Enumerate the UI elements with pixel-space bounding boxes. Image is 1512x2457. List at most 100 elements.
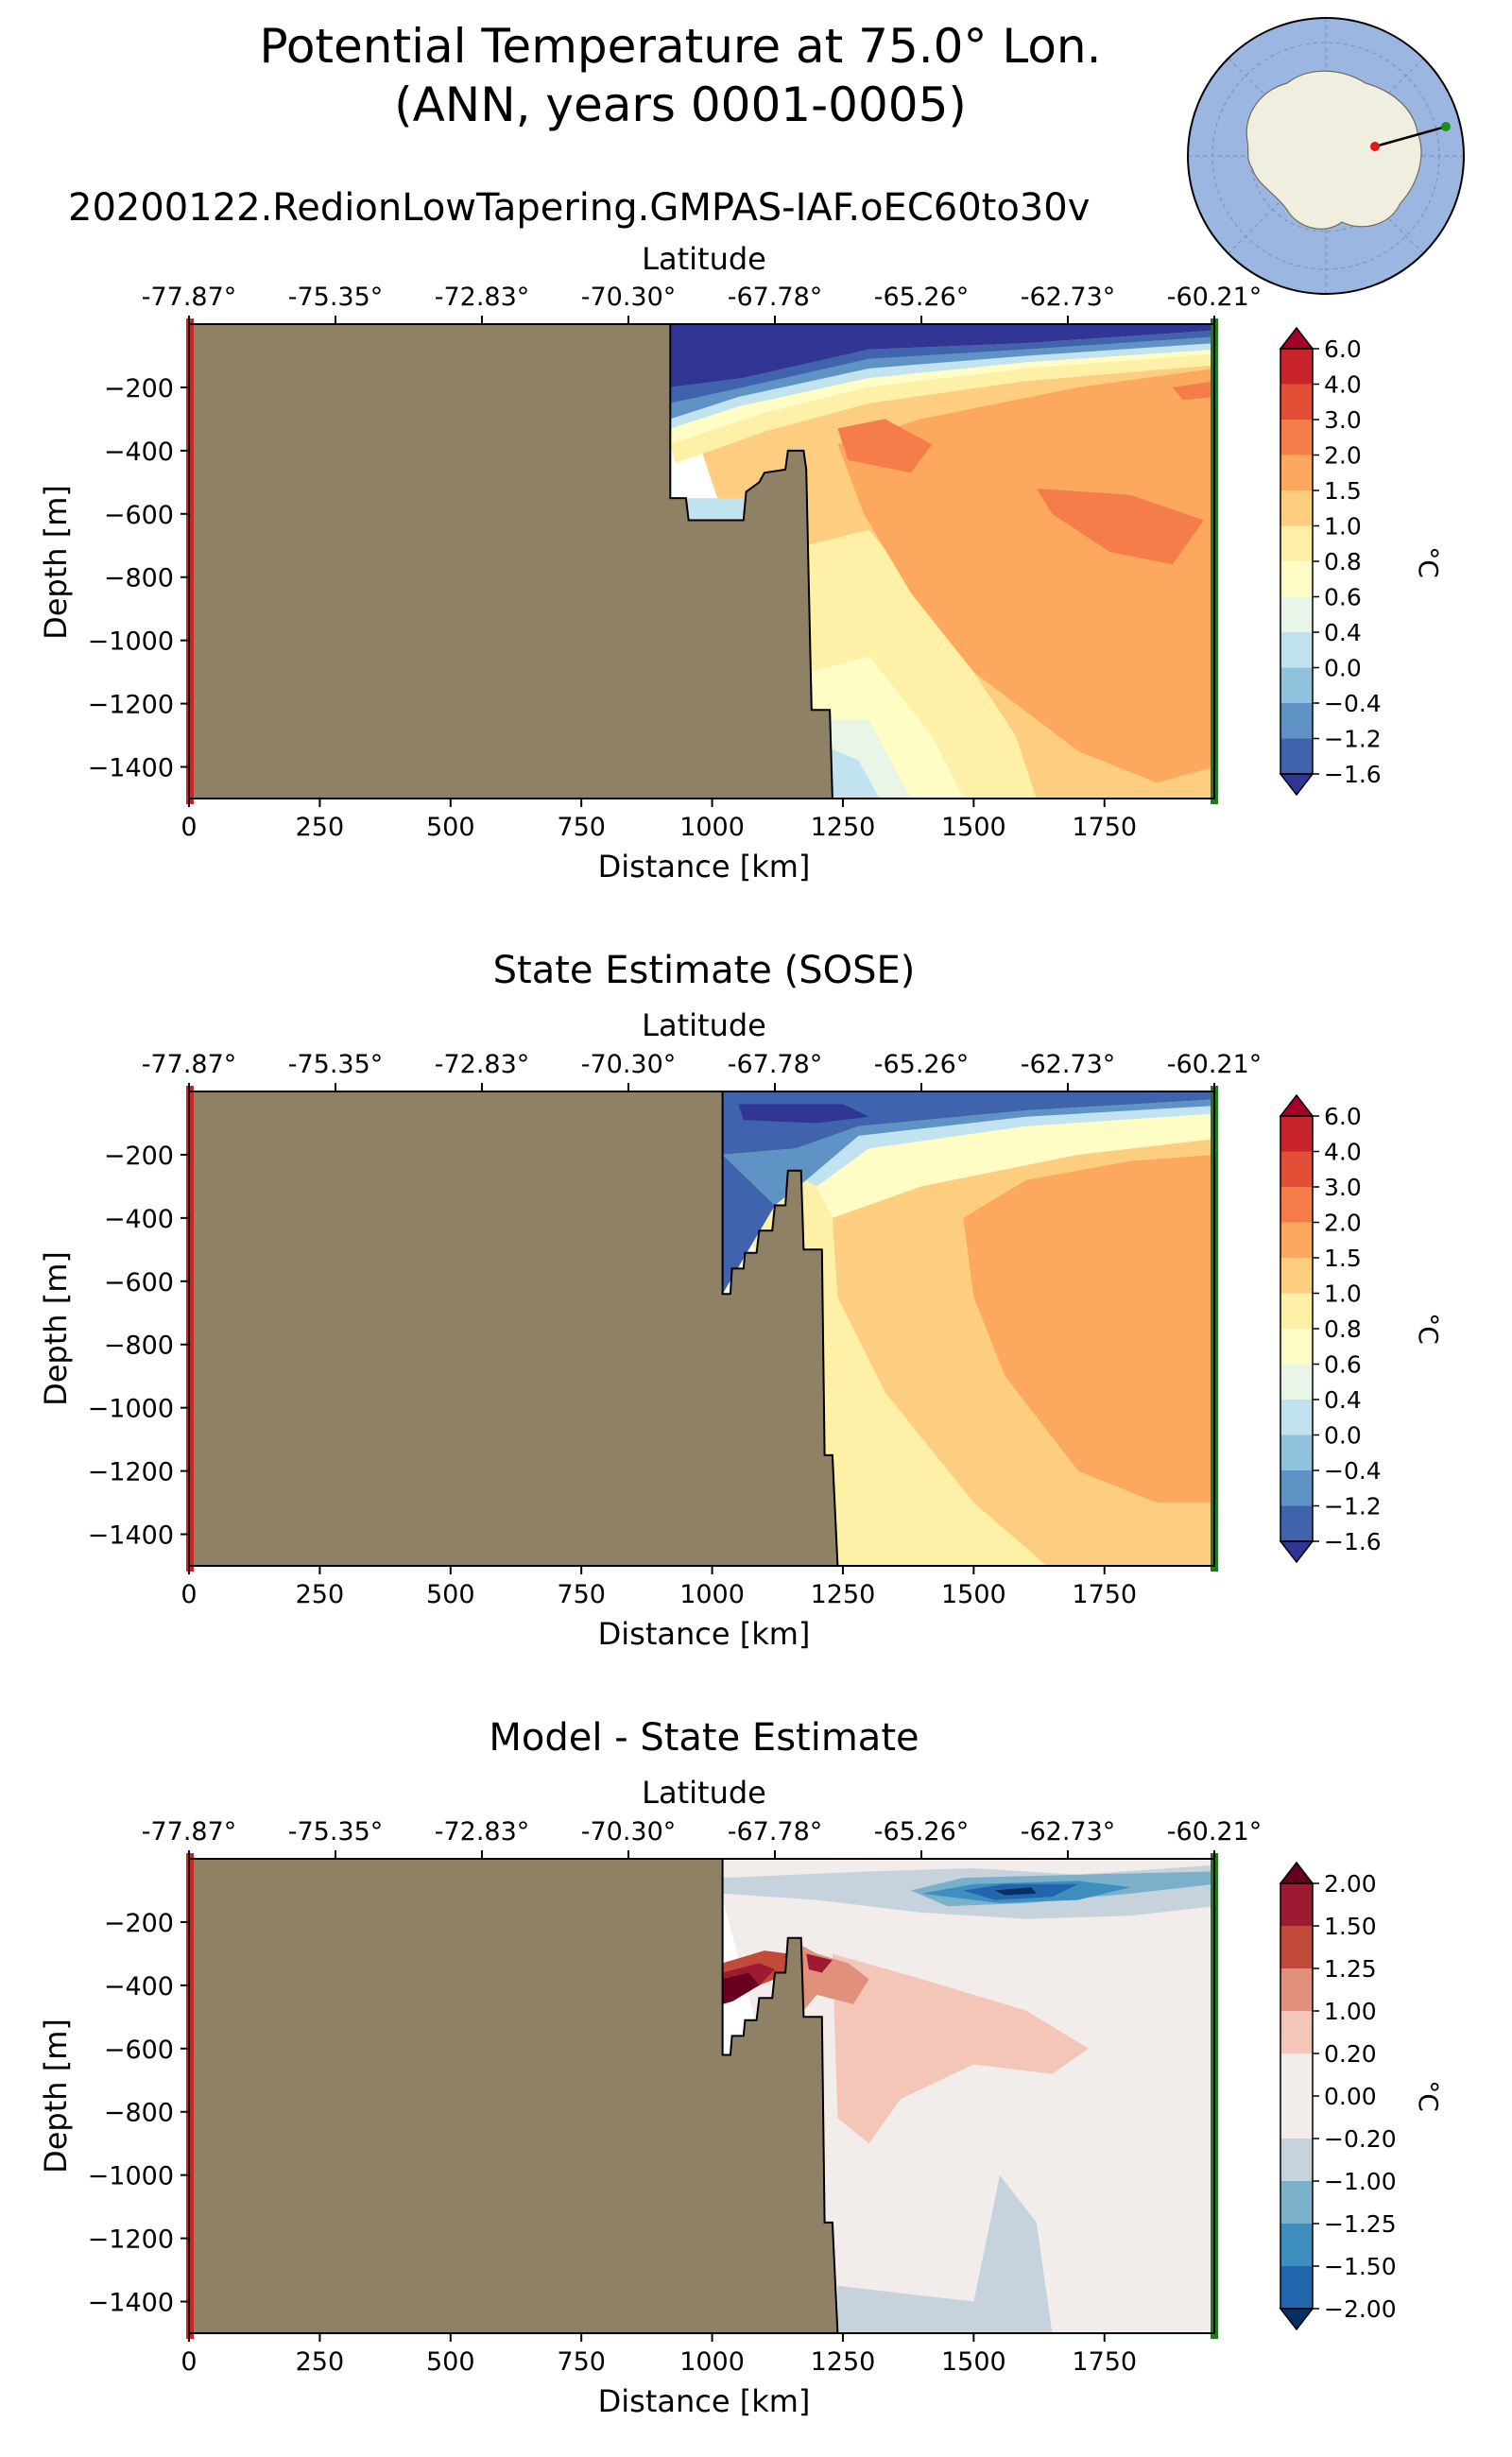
colorbar-tick-label: 0.00 — [1324, 2083, 1377, 2110]
colorbar-band — [1280, 490, 1313, 526]
land-mask — [189, 1091, 838, 1566]
contour-region-8 — [722, 1154, 775, 1295]
x-tick-label: 1250 — [811, 1580, 876, 1609]
colorbar-tick-label: 0.6 — [1324, 1351, 1362, 1379]
plot-frame — [188, 323, 1215, 799]
y-tick-label: −1400 — [88, 754, 174, 783]
colorbar-band — [1280, 1435, 1313, 1471]
contour-region-16 — [685, 498, 744, 521]
colorbar-band — [1280, 2266, 1313, 2310]
plot-area — [189, 1091, 1214, 1566]
colorbar-band — [1280, 2096, 1313, 2139]
y-axis-label: Depth [m] — [38, 485, 74, 640]
colorbar-band — [1280, 667, 1313, 704]
colorbar-tick-label: −1.00 — [1324, 2168, 1397, 2195]
colorbar-band — [1280, 2181, 1313, 2225]
colorbar-band — [1280, 2053, 1313, 2097]
colorbar-band — [1280, 1293, 1313, 1330]
panel-difference: Model - State Estimate Latitude 0 250 500 7… — [38, 1716, 1444, 2419]
colorbar-tick-label: −1.6 — [1324, 761, 1382, 788]
x-tick-label: 1750 — [1072, 813, 1137, 842]
colorbar-tick-label: 3.0 — [1324, 1174, 1362, 1201]
colorbar-extend-min — [1279, 2308, 1314, 2331]
y-tick-label: −200 — [104, 374, 174, 404]
inset-map — [1187, 17, 1465, 295]
colorbar-tick-label: 0.0 — [1324, 655, 1362, 682]
x-tick-label: 1750 — [1072, 1580, 1137, 1609]
y-tick-label: −1200 — [88, 691, 174, 720]
top-tick-label: -65.26° — [874, 1817, 970, 1847]
y-tick-label: −600 — [104, 501, 174, 530]
panel-state-estimate: State Estimate (SOSE) Latitude 0 250 500 75… — [38, 949, 1444, 1652]
top-tick-label: -60.21° — [1167, 1817, 1263, 1847]
colorbar-label: °C — [1413, 546, 1444, 578]
colorbar-tick-label: 0.20 — [1324, 2040, 1377, 2068]
colorbar-band — [1280, 561, 1313, 597]
colorbar-tick-label: 0.4 — [1324, 619, 1362, 646]
colorbar-tick-label: 2.0 — [1324, 442, 1362, 470]
colorbar-band — [1280, 1470, 1313, 1506]
colorbar-extend-max — [1279, 326, 1314, 350]
top-tick-label: -70.30° — [581, 1050, 677, 1079]
colorbar: 6.0 4.0 3.0 2.0 1.5 1.0 0.8 0.6 0.4 0.0 −0.4 −1.2 −1… — [1279, 326, 1382, 797]
x-tick-label: 1000 — [679, 813, 745, 842]
y-tick-label: −1200 — [88, 2225, 174, 2255]
x-axis-label: Distance [km] — [598, 849, 811, 885]
contour-region-7 — [837, 419, 933, 473]
top-axis-label: Latitude — [642, 1007, 766, 1043]
x-axis-label: Distance [km] — [598, 2383, 811, 2419]
x-axis-label: Distance [km] — [598, 1616, 811, 1652]
colorbar-band — [1280, 703, 1313, 739]
colorbar-tick-label: −2.00 — [1324, 2295, 1397, 2323]
y-tick-label: −1000 — [88, 627, 174, 657]
top-tick-label: -60.21° — [1167, 1050, 1263, 1079]
y-tick-label: −400 — [104, 1972, 174, 2002]
colorbar-band — [1280, 596, 1313, 633]
top-tick-label: -72.83° — [435, 283, 530, 312]
figure-title-line1: Potential Temperature at 75.0° Lon. — [259, 19, 1101, 74]
y-axis-label: Depth [m] — [38, 2019, 74, 2174]
top-tick-label: -67.78° — [728, 1050, 823, 1079]
top-tick-label: -62.73° — [1021, 1817, 1116, 1847]
top-tick-label: -60.21° — [1167, 283, 1263, 312]
colorbar-band — [1280, 1329, 1313, 1365]
x-tick-label: 1000 — [679, 1580, 745, 1609]
y-tick-label: −1000 — [88, 2162, 174, 2191]
colorbar-band — [1280, 2011, 1313, 2054]
colorbar-band — [1280, 2139, 1313, 2182]
x-tick-label: 1500 — [941, 2347, 1006, 2377]
x-tick-label: 0 — [180, 813, 197, 842]
colorbar-tick-label: −0.4 — [1324, 1457, 1382, 1485]
colorbar-tick-label: 0.4 — [1324, 1386, 1362, 1414]
colorbar-tick-label: 0.6 — [1324, 584, 1362, 611]
figure-title-line2: (ANN, years 0001-0005) — [394, 77, 967, 132]
colorbar-tick-label: 3.0 — [1324, 406, 1362, 434]
colorbar-band — [1280, 384, 1313, 421]
colorbar-label: °C — [1413, 1313, 1444, 1345]
top-tick-label: -65.26° — [874, 283, 970, 312]
colorbar-tick-label: 6.0 — [1324, 1103, 1362, 1130]
colorbar-tick-label: 0.8 — [1324, 548, 1362, 576]
contour-region-5 — [821, 745, 880, 799]
colorbar-band — [1280, 1151, 1313, 1188]
colorbar-band — [1280, 1505, 1313, 1542]
y-tick-label: −600 — [104, 2036, 174, 2065]
colorbar-band — [1280, 1222, 1313, 1259]
colorbar-band — [1280, 525, 1313, 562]
x-tick-label: 250 — [296, 2347, 345, 2377]
top-tick-label: -75.35° — [288, 1050, 384, 1079]
x-tick-label: 1500 — [941, 813, 1006, 842]
run-name-title: 20200122.RedionLowTapering.GMPAS-IAF.oEC… — [68, 186, 1090, 230]
colorbar-tick-label: 1.0 — [1324, 513, 1362, 541]
x-tick-label: 500 — [426, 1580, 475, 1609]
axes: 0 250 500 750 1000 1250 1500 1750 -77.87° -75.35°… — [88, 1817, 1263, 2377]
colorbar-label: °C — [1413, 2080, 1444, 2112]
contour-region-2 — [837, 2174, 1053, 2333]
contour-region-3 — [963, 1154, 1214, 1503]
x-tick-label: 1500 — [941, 1580, 1006, 1609]
y-tick-label: −400 — [104, 1205, 174, 1234]
x-tick-label: 750 — [557, 813, 606, 842]
colorbar-tick-label: 1.00 — [1324, 1998, 1377, 2025]
top-tick-label: -75.35° — [288, 283, 384, 312]
panel-title: Model - State Estimate — [489, 1716, 919, 1760]
